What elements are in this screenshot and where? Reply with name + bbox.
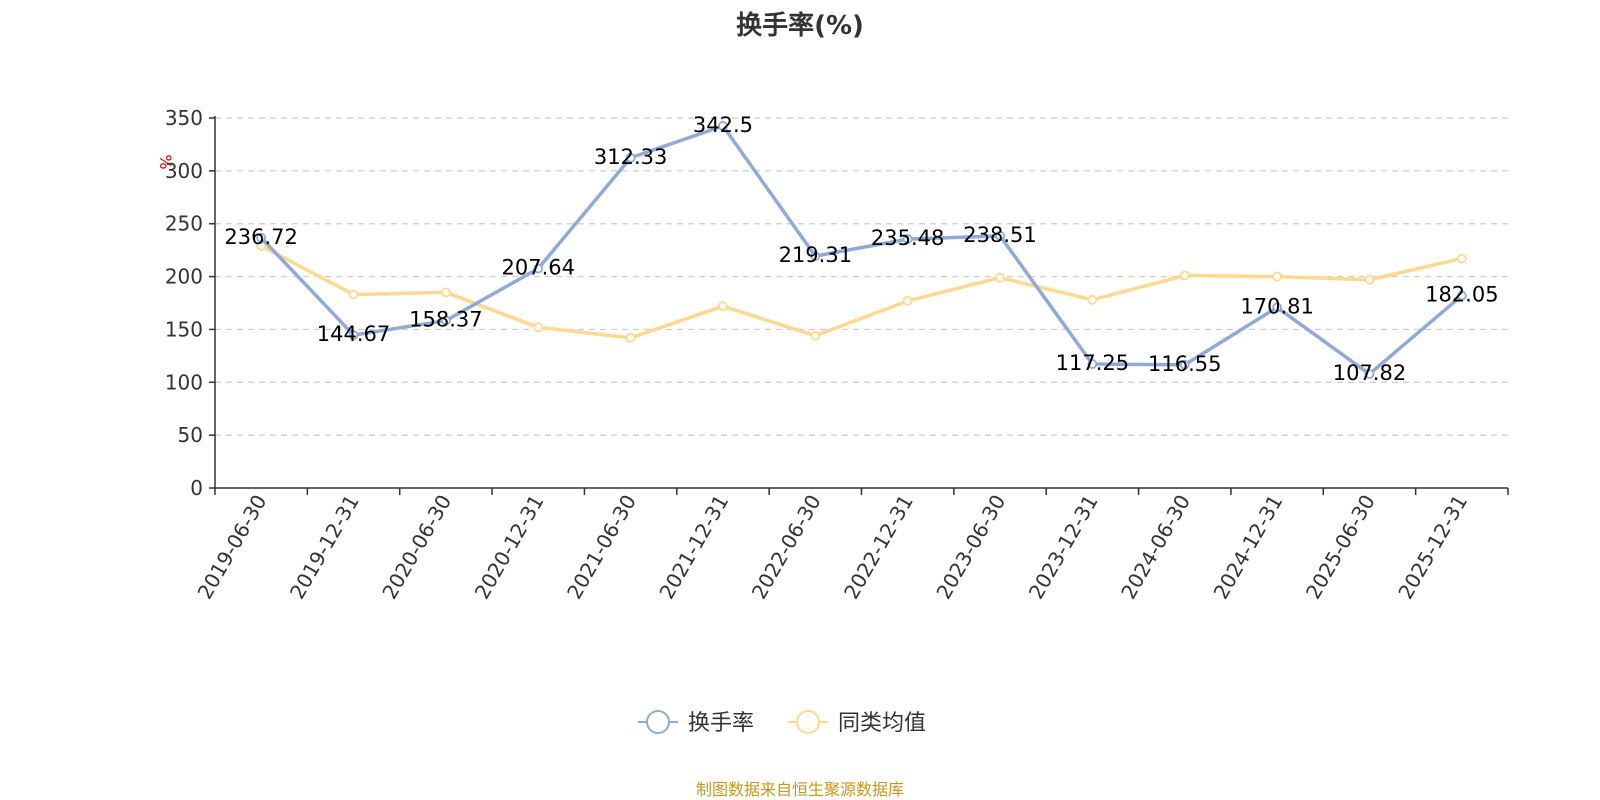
x-tick-label: 2020-06-30 [377,490,456,603]
data-point [625,332,636,343]
x-tick-label: 2024-12-31 [1209,491,1288,604]
data-label: 207.64 [502,255,575,279]
data-label: 170.81 [1240,294,1313,318]
legend-item[interactable]: 同类均值 [788,710,926,736]
legend[interactable]: 换手率 同类均值 [638,710,926,736]
series-line [260,244,1463,340]
data-label: 342.5 [693,113,753,137]
y-tick-label: 250 [165,212,203,236]
data-point [810,330,821,341]
legend-marker [646,710,670,734]
data-label: 116.55 [1148,352,1221,376]
legend-marker [796,710,820,734]
data-label: 238.51 [963,223,1036,247]
data-point [1456,253,1467,264]
x-tick-label: 2023-12-31 [1024,491,1103,604]
data-point [1364,369,1375,379]
chart-title: 换手率(%) [736,10,864,41]
data-point [440,315,451,326]
x-tick-label: 2022-12-31 [839,491,918,604]
data-point [718,121,728,131]
data-point [348,330,359,340]
series [256,121,1467,379]
data-point [533,263,544,274]
data-point [1179,359,1190,370]
data-point [1364,274,1375,285]
data-point [902,295,913,306]
x-tick-label: 2022-06-30 [747,491,826,604]
data-point [995,230,1005,241]
data-label: 312.33 [594,145,667,169]
y-tick-label: 100 [165,370,203,394]
data-point [810,251,821,262]
series-line [259,124,1463,376]
legend-label: 换手率 [688,711,754,736]
data-label: 219.31 [779,243,852,267]
axes: 0 50 100 150 200 250 300 350 2019-06-30 2019-12-3… [165,106,1509,604]
data-point [440,287,451,298]
source-note: 制图数据来自恒生聚源数据库 [696,780,904,799]
data-point [625,152,636,163]
data-point [902,234,913,244]
y-axis-unit: % [156,154,175,169]
data-point [995,272,1005,283]
x-tick-label: 2019-12-31 [285,491,364,604]
data-point [1179,270,1190,281]
data-label: 182.05 [1425,283,1498,307]
data-point [256,232,267,243]
data-point [1272,271,1283,282]
data-point [718,301,728,312]
x-tick-label: 2025-12-31 [1393,491,1472,604]
data-labels: 236.72 144.67 158.37 207.64 312.33 342.5 219.3… [224,113,1498,385]
x-tick-label: 2023-06-30 [931,490,1010,603]
data-label: 158.37 [409,308,482,332]
x-tick-label: 2021-06-30 [562,491,641,604]
x-tick-label: 2021-12-31 [654,491,733,604]
x-tick-label: 2024-06-30 [1116,491,1195,604]
data-label: 144.67 [317,322,390,346]
data-label: 235.48 [871,226,944,250]
y-tick-label: 0 [190,476,203,500]
data-label: 107.82 [1333,361,1406,385]
y-tick-label: 300 [165,159,203,183]
data-point [348,289,359,300]
data-point [533,322,544,333]
data-point [1456,290,1467,301]
y-tick-label: 150 [165,317,203,341]
y-tick-label: 200 [165,265,203,289]
legend-label: 同类均值 [838,711,926,736]
x-tick-label: 2019-06-30 [193,491,272,604]
y-tick-label: 50 [178,423,203,447]
data-point [1272,302,1283,313]
x-tick-label: 2020-12-31 [470,491,549,604]
data-point [1087,359,1098,369]
data-point [1087,294,1098,305]
data-label: 236.72 [224,225,297,249]
data-label: 117.25 [1056,351,1129,375]
legend-item[interactable]: 换手率 [638,710,754,736]
x-tick-label: 2025-06-30 [1301,491,1380,604]
y-tick-label: 350 [165,106,203,130]
